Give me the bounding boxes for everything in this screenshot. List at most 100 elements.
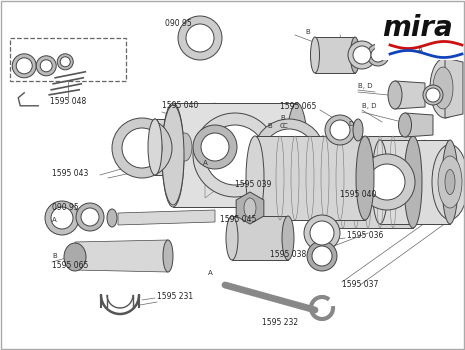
Circle shape bbox=[16, 58, 32, 74]
Bar bbox=[10, 38, 126, 80]
Text: B: B bbox=[306, 29, 310, 35]
Ellipse shape bbox=[438, 156, 462, 208]
Ellipse shape bbox=[442, 140, 458, 224]
Text: 1595 232: 1595 232 bbox=[262, 318, 298, 327]
Circle shape bbox=[81, 208, 99, 226]
Text: 1595 038: 1595 038 bbox=[270, 250, 306, 259]
Circle shape bbox=[178, 16, 222, 60]
Circle shape bbox=[325, 115, 355, 145]
Text: 090 95: 090 95 bbox=[165, 19, 192, 28]
Ellipse shape bbox=[282, 216, 294, 260]
Text: 1595 043: 1595 043 bbox=[52, 169, 88, 178]
Circle shape bbox=[186, 24, 214, 52]
Text: C: C bbox=[283, 123, 288, 129]
Circle shape bbox=[36, 56, 56, 76]
Text: 090 95: 090 95 bbox=[52, 203, 79, 212]
Circle shape bbox=[371, 48, 385, 62]
Ellipse shape bbox=[178, 133, 192, 161]
Polygon shape bbox=[255, 136, 365, 220]
Polygon shape bbox=[405, 113, 433, 137]
Ellipse shape bbox=[162, 103, 184, 207]
Circle shape bbox=[369, 164, 405, 200]
Ellipse shape bbox=[351, 37, 359, 73]
Polygon shape bbox=[230, 168, 395, 188]
Circle shape bbox=[348, 41, 376, 69]
Ellipse shape bbox=[244, 198, 256, 218]
Ellipse shape bbox=[314, 136, 332, 228]
Circle shape bbox=[426, 88, 440, 102]
Text: B: B bbox=[52, 253, 57, 259]
Text: C: C bbox=[280, 123, 285, 129]
Ellipse shape bbox=[162, 105, 184, 205]
Polygon shape bbox=[118, 210, 215, 225]
Text: 1595 040: 1595 040 bbox=[340, 190, 376, 199]
Circle shape bbox=[57, 54, 73, 70]
Text: 1595 231: 1595 231 bbox=[157, 292, 193, 301]
Circle shape bbox=[307, 241, 337, 271]
Ellipse shape bbox=[148, 119, 162, 175]
Bar bbox=[375, 5, 463, 60]
Ellipse shape bbox=[356, 136, 374, 220]
Ellipse shape bbox=[445, 169, 455, 195]
Circle shape bbox=[312, 246, 332, 266]
Polygon shape bbox=[395, 81, 425, 109]
Polygon shape bbox=[155, 119, 215, 175]
Circle shape bbox=[330, 120, 350, 140]
Polygon shape bbox=[380, 140, 450, 224]
Circle shape bbox=[367, 44, 389, 66]
Ellipse shape bbox=[148, 119, 162, 175]
Circle shape bbox=[359, 154, 415, 210]
Circle shape bbox=[45, 201, 79, 235]
Text: 1595 037: 1595 037 bbox=[342, 280, 379, 289]
Circle shape bbox=[40, 60, 52, 72]
Circle shape bbox=[60, 57, 70, 67]
Circle shape bbox=[112, 118, 172, 178]
Polygon shape bbox=[75, 240, 168, 272]
Text: B: B bbox=[280, 115, 285, 121]
Ellipse shape bbox=[404, 136, 422, 228]
Text: A: A bbox=[52, 217, 57, 223]
Circle shape bbox=[253, 119, 325, 191]
Polygon shape bbox=[173, 103, 297, 207]
Text: A: A bbox=[418, 47, 422, 53]
Ellipse shape bbox=[372, 140, 388, 224]
Ellipse shape bbox=[107, 209, 117, 227]
Circle shape bbox=[310, 221, 334, 245]
Text: 1595 045: 1595 045 bbox=[220, 215, 256, 224]
Ellipse shape bbox=[430, 58, 460, 118]
Text: 1595 065: 1595 065 bbox=[280, 102, 316, 111]
Text: B: B bbox=[267, 123, 272, 129]
Circle shape bbox=[201, 133, 229, 161]
Ellipse shape bbox=[432, 145, 465, 219]
Circle shape bbox=[263, 129, 315, 181]
Ellipse shape bbox=[399, 113, 412, 137]
Circle shape bbox=[193, 113, 277, 197]
Ellipse shape bbox=[208, 119, 222, 175]
Text: D: D bbox=[348, 121, 353, 127]
Ellipse shape bbox=[286, 103, 308, 207]
Text: 1595 065: 1595 065 bbox=[52, 261, 88, 270]
Circle shape bbox=[423, 85, 443, 105]
Text: B, D: B, D bbox=[358, 83, 372, 89]
Polygon shape bbox=[445, 58, 463, 118]
Polygon shape bbox=[315, 37, 355, 73]
Polygon shape bbox=[323, 136, 413, 228]
Ellipse shape bbox=[163, 240, 173, 272]
Ellipse shape bbox=[64, 243, 86, 271]
Circle shape bbox=[122, 128, 162, 168]
Ellipse shape bbox=[311, 37, 319, 73]
Text: 1595 048: 1595 048 bbox=[50, 98, 86, 106]
Circle shape bbox=[193, 125, 237, 169]
Ellipse shape bbox=[246, 136, 264, 220]
Ellipse shape bbox=[433, 67, 453, 109]
Polygon shape bbox=[232, 216, 288, 260]
Circle shape bbox=[205, 125, 265, 185]
Circle shape bbox=[353, 46, 371, 64]
Text: 1595 040: 1595 040 bbox=[162, 101, 199, 110]
Text: 1595 039: 1595 039 bbox=[235, 180, 272, 189]
Text: A: A bbox=[208, 270, 213, 276]
Circle shape bbox=[304, 215, 340, 251]
Circle shape bbox=[51, 207, 73, 229]
Ellipse shape bbox=[388, 81, 402, 109]
Text: 1595 036: 1595 036 bbox=[347, 231, 383, 240]
